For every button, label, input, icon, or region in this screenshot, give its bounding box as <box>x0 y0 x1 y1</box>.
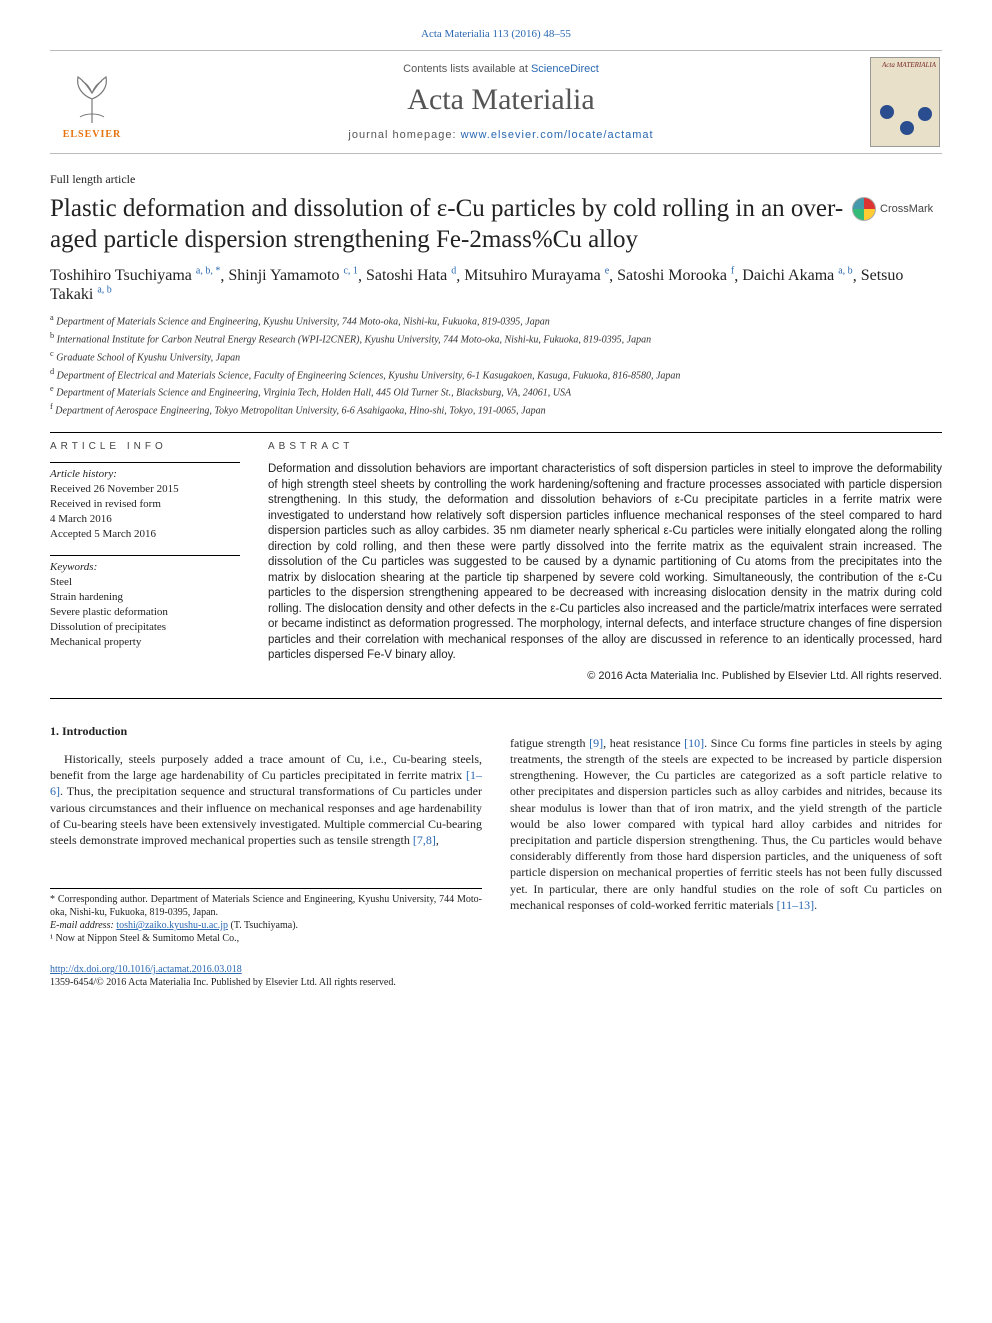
author-aff-sup: a, b <box>97 285 111 296</box>
affiliation-line: d Department of Electrical and Materials… <box>50 366 942 383</box>
crossmark-label: CrossMark <box>880 203 933 215</box>
author-list: Toshihiro Tsuchiyama a, b, *, Shinji Yam… <box>50 266 942 305</box>
homepage-prefix: journal homepage: <box>348 129 460 141</box>
article-info-label: ARTICLE INFO <box>50 441 240 452</box>
author-name: Shinji Yamamoto c, 1 <box>228 267 358 284</box>
intro-text-1a: Historically, steels purposely added a t… <box>50 752 482 782</box>
affiliation-line: f Department of Aerospace Engineering, T… <box>50 401 942 418</box>
author-name: Satoshi Hata d <box>366 267 456 284</box>
abstract-text: Deformation and dissolution behaviors ar… <box>268 462 942 664</box>
doi-link[interactable]: http://dx.doi.org/10.1016/j.actamat.2016… <box>50 964 242 975</box>
page-footer: http://dx.doi.org/10.1016/j.actamat.2016… <box>50 963 942 989</box>
elsevier-tree-icon <box>60 65 124 129</box>
ref-11-13[interactable]: [11–13] <box>777 898 815 912</box>
footnote-1: ¹ Now at Nippon Steel & Sumitomo Metal C… <box>50 932 482 945</box>
email-line: E-mail address: toshi@zaiko.kyushu-u.ac.… <box>50 919 482 932</box>
rule-top <box>50 432 942 433</box>
corresponding-author-footnote: * Corresponding author. Department of Ma… <box>50 893 482 919</box>
email-label: E-mail address: <box>50 920 116 931</box>
author-aff-sup: f <box>731 266 734 277</box>
intro-text-2b: , heat resistance <box>603 736 684 750</box>
cover-thumb-graphic <box>874 103 936 143</box>
citation-line: Acta Materialia 113 (2016) 48–55 <box>50 28 942 40</box>
intro-text-2c: . Since Cu forms fine particles in steel… <box>510 736 942 912</box>
author-aff-sup: a, b <box>838 266 852 277</box>
keyword-line: Strain hardening <box>50 590 240 605</box>
abstract-copyright: © 2016 Acta Materialia Inc. Published by… <box>268 670 942 682</box>
sciencedirect-link[interactable]: ScienceDirect <box>531 63 599 75</box>
affiliation-line: a Department of Materials Science and En… <box>50 312 942 329</box>
intro-paragraph-col1: Historically, steels purposely added a t… <box>50 751 482 848</box>
affiliation-line: b International Institute for Carbon Neu… <box>50 330 942 347</box>
journal-homepage-link[interactable]: www.elsevier.com/locate/actamat <box>461 129 654 141</box>
intro-text-1c: , <box>436 833 439 847</box>
history-heading: Article history: <box>50 467 240 482</box>
footnotes: * Corresponding author. Department of Ma… <box>50 888 482 945</box>
crossmark-icon <box>852 197 876 221</box>
email-suffix: (T. Tsuchiyama). <box>228 920 298 931</box>
author-aff-sup: c, 1 <box>343 266 357 277</box>
history-line: Accepted 5 March 2016 <box>50 527 240 542</box>
article-title: Plastic deformation and dissolution of ε… <box>50 193 852 256</box>
abstract-label: ABSTRACT <box>268 441 942 452</box>
affiliation-line: c Graduate School of Kyushu University, … <box>50 348 942 365</box>
affiliation-line: e Department of Materials Science and En… <box>50 383 942 400</box>
author-name: Satoshi Morooka f <box>617 267 734 284</box>
history-line: Received 26 November 2015 <box>50 482 240 497</box>
article-type: Full length article <box>50 172 942 187</box>
corresponding-email-link[interactable]: toshi@zaiko.kyushu-u.ac.jp <box>116 920 228 931</box>
article-history: Article history: Received 26 November 20… <box>50 462 240 541</box>
affiliation-list: a Department of Materials Science and En… <box>50 312 942 418</box>
author-name: Daichi Akama a, b <box>742 267 852 284</box>
keywords-block: Keywords: SteelStrain hardeningSevere pl… <box>50 555 240 649</box>
history-line: Received in revised form <box>50 497 240 512</box>
elsevier-wordmark: ELSEVIER <box>63 129 122 140</box>
cover-thumb-title: Acta MATERIALIA <box>874 61 936 69</box>
intro-text-2a: fatigue strength <box>510 736 589 750</box>
contents-lists-line: Contents lists available at ScienceDirec… <box>132 63 870 75</box>
intro-paragraph-col2: fatigue strength [9], heat resistance [1… <box>510 735 942 913</box>
ref-10[interactable]: [10] <box>684 736 704 750</box>
ref-7-8[interactable]: [7,8] <box>413 833 436 847</box>
crossmark-badge[interactable]: CrossMark <box>852 197 942 221</box>
author-name: Toshihiro Tsuchiyama a, b, * <box>50 267 220 284</box>
rule-bottom <box>50 698 942 699</box>
keyword-line: Severe plastic deformation <box>50 605 240 620</box>
elsevier-logo: ELSEVIER <box>52 57 132 147</box>
keyword-line: Mechanical property <box>50 635 240 650</box>
author-aff-sup: e <box>605 266 609 277</box>
journal-name: Acta Materialia <box>132 83 870 117</box>
author-name: Mitsuhiro Murayama e <box>464 267 609 284</box>
keywords-heading: Keywords: <box>50 560 240 575</box>
author-aff-sup: d <box>451 266 456 277</box>
journal-homepage-line: journal homepage: www.elsevier.com/locat… <box>132 129 870 141</box>
ref-9[interactable]: [9] <box>589 736 603 750</box>
journal-cover-thumbnail: Acta MATERIALIA <box>870 57 940 147</box>
section-1-heading: 1. Introduction <box>50 723 482 739</box>
keyword-line: Dissolution of precipitates <box>50 620 240 635</box>
contents-prefix: Contents lists available at <box>403 63 531 75</box>
intro-text-2d: . <box>814 898 817 912</box>
keyword-line: Steel <box>50 575 240 590</box>
author-aff-sup: a, b, * <box>196 266 220 277</box>
issn-copyright-line: 1359-6454/© 2016 Acta Materialia Inc. Pu… <box>50 976 942 989</box>
history-line: 4 March 2016 <box>50 512 240 527</box>
journal-header: ELSEVIER Contents lists available at Sci… <box>50 50 942 154</box>
body-two-column: 1. Introduction Historically, steels pur… <box>50 723 942 945</box>
